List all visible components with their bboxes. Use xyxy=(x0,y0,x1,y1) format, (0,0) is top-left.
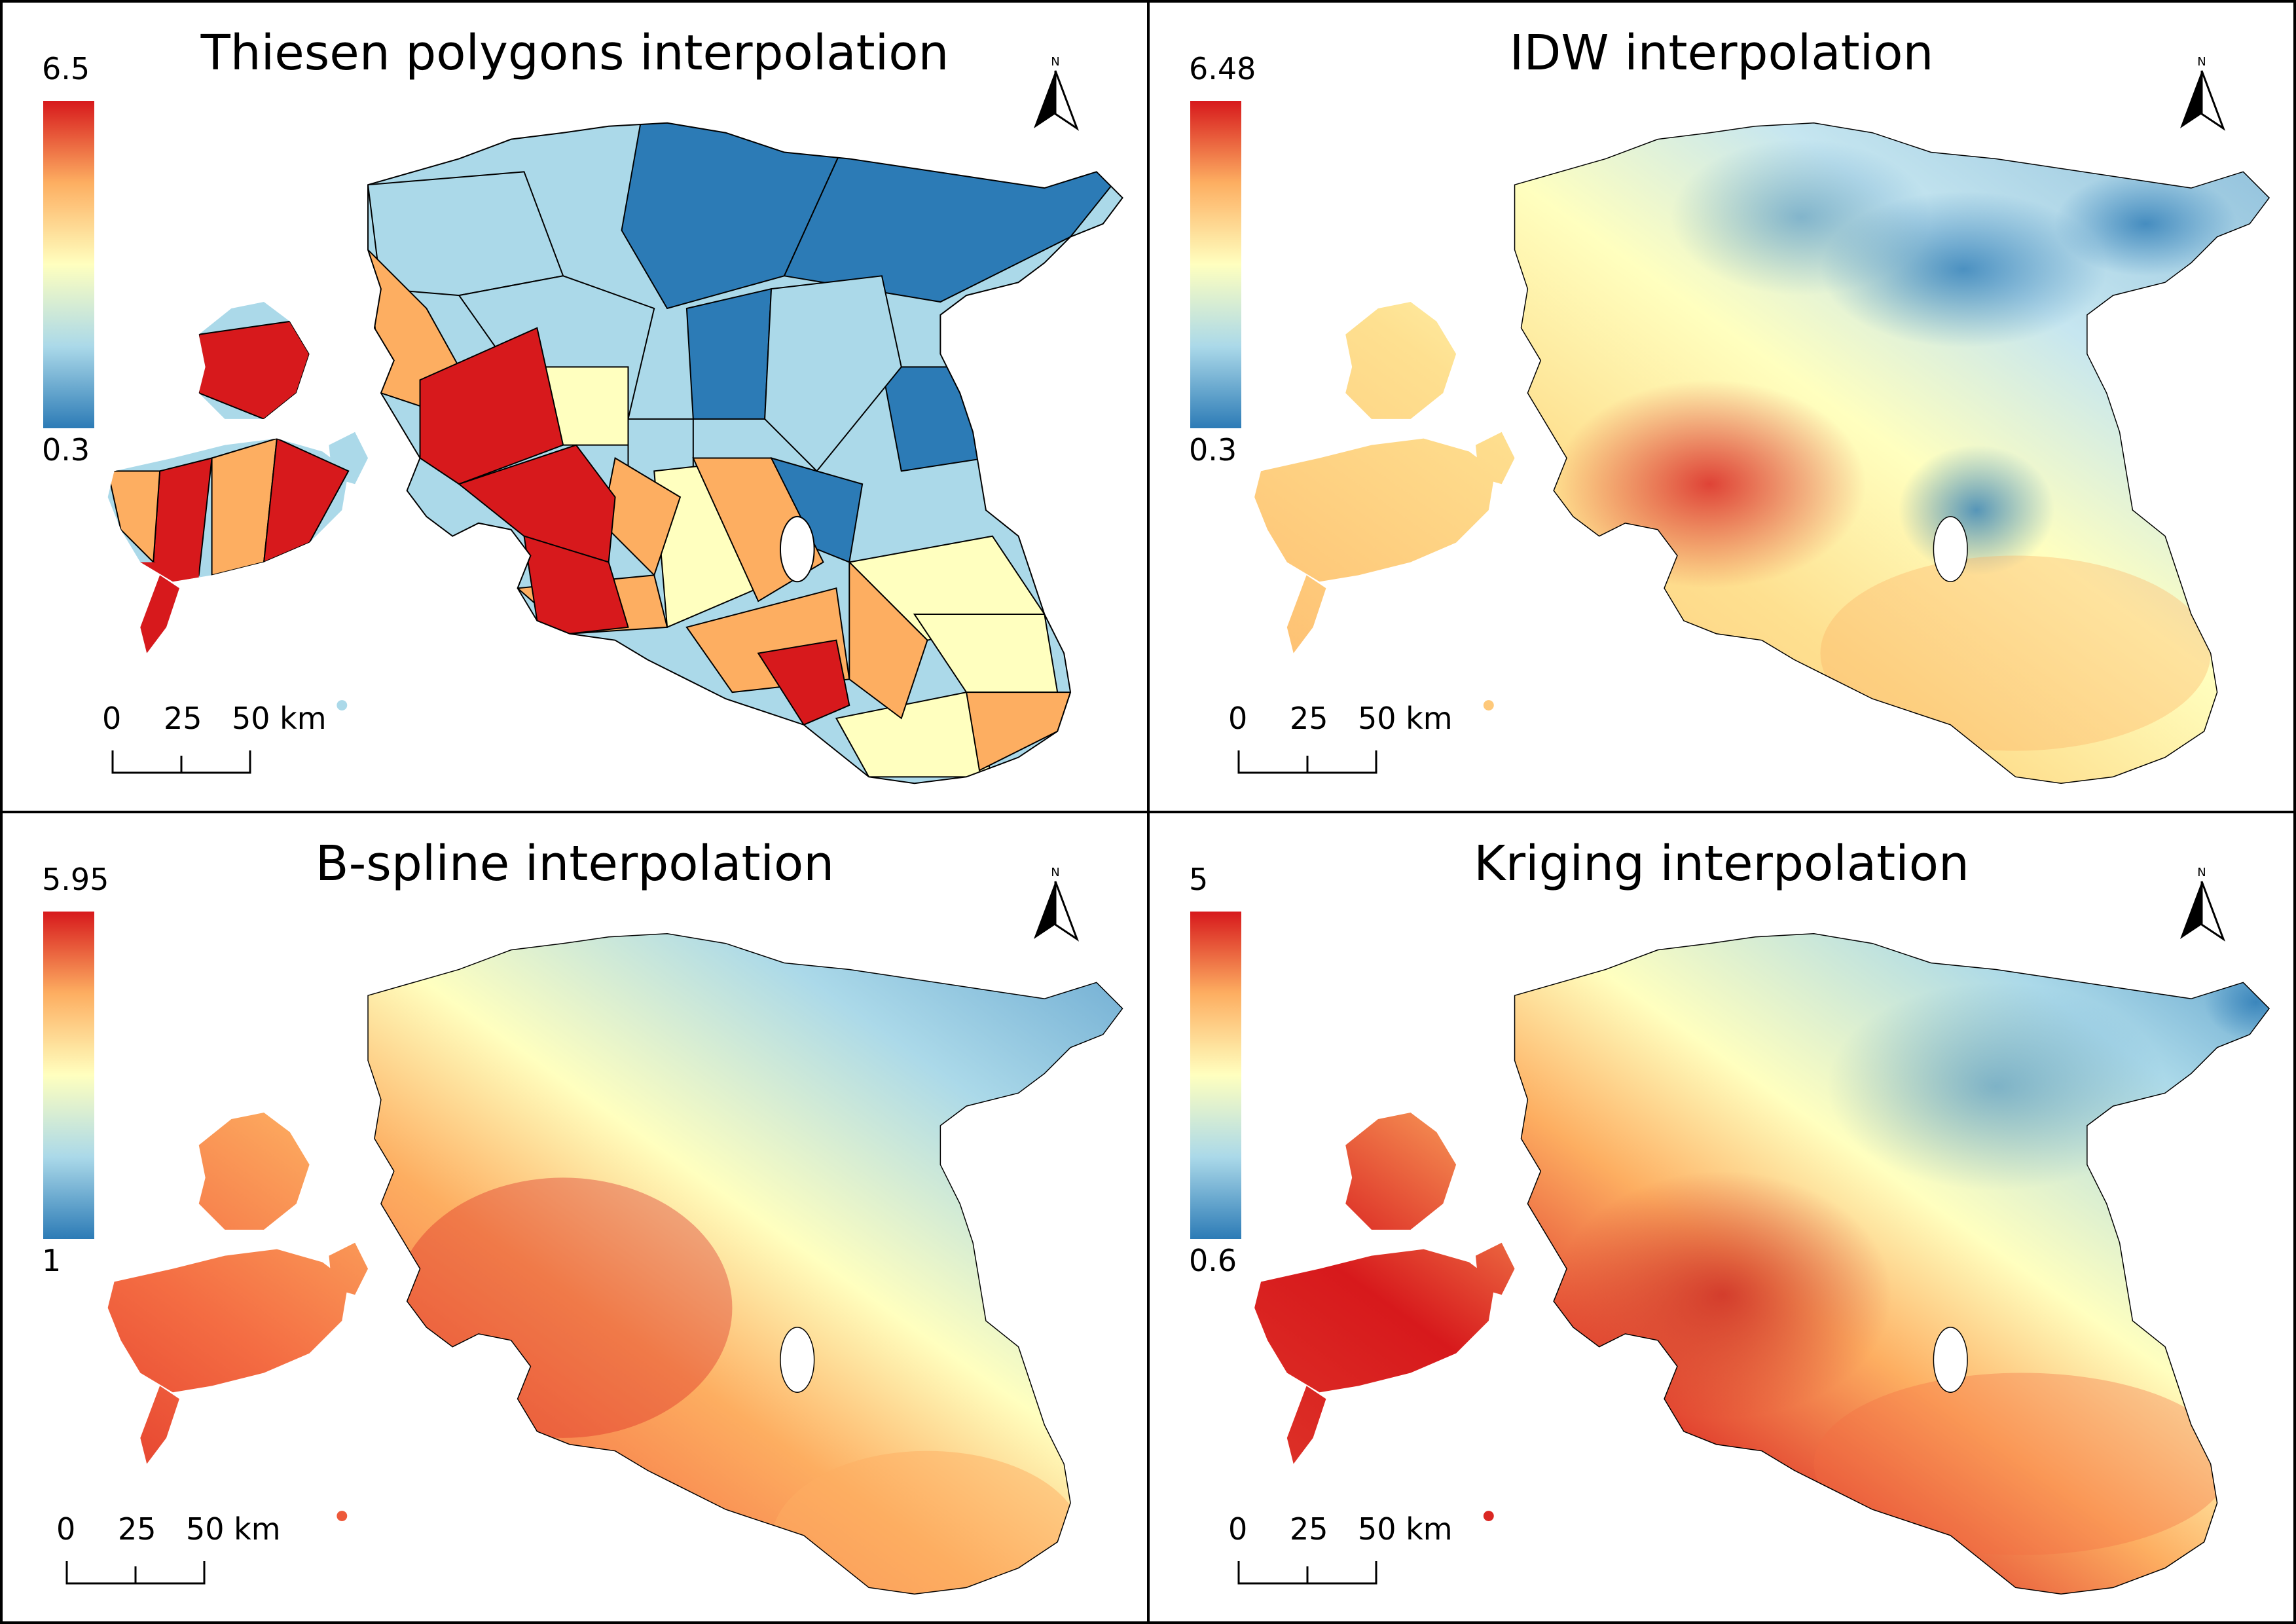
legend-color-ramp xyxy=(43,912,94,1239)
legend-min-label: 1 xyxy=(42,1243,62,1278)
map-title: B-spline interpolation xyxy=(315,836,835,892)
legend-max-label: 5.95 xyxy=(42,862,109,897)
legend-max-label: 6.5 xyxy=(42,51,90,86)
kriging-map xyxy=(1254,933,2270,1595)
scale-label-0: 0 xyxy=(56,1511,76,1547)
map-title: Kriging interpolation xyxy=(1474,836,1969,892)
north-arrow-icon: N xyxy=(1034,866,1080,942)
bspline-map xyxy=(107,933,1123,1595)
scale-label-25: 25 xyxy=(1290,1511,1328,1547)
legend-min-label: 0.3 xyxy=(42,432,90,468)
scale-label-25: 25 xyxy=(1290,701,1328,736)
map-panel-thiessen: Thiesen polygons interpolation 6.5 0.3 N… xyxy=(0,0,1150,813)
scale-bar xyxy=(1237,750,1377,774)
legend-color-ramp xyxy=(1190,912,1241,1239)
scale-label-50: 50 km xyxy=(1358,1511,1453,1547)
scale-label-0: 0 xyxy=(1228,701,1248,736)
scale-label-25: 25 xyxy=(164,701,202,736)
legend-max-label: 5 xyxy=(1189,862,1209,897)
idw-map xyxy=(1254,122,2270,784)
scale-bar xyxy=(111,750,251,774)
scale-label-25: 25 xyxy=(118,1511,156,1547)
scale-bar xyxy=(65,1561,206,1585)
legend-color-ramp xyxy=(43,101,94,428)
map-panel-bspline: B-spline interpolation 5.95 1 N 0 25 50 … xyxy=(0,811,1150,1624)
scale-label-0: 0 xyxy=(102,701,122,736)
north-label: N xyxy=(1051,55,1059,69)
scale-bar xyxy=(1237,1561,1377,1585)
scale-label-50: 50 km xyxy=(232,701,327,736)
map-panel-kriging: Kriging interpolation 5 0.6 N 0 25 50 km xyxy=(1147,811,2296,1624)
map-title: Thiesen polygons interpolation xyxy=(200,25,949,81)
scale-label-0: 0 xyxy=(1228,1511,1248,1547)
north-label: N xyxy=(2197,55,2206,69)
legend-color-ramp xyxy=(1190,101,1241,428)
legend-min-label: 0.6 xyxy=(1189,1243,1237,1278)
north-label: N xyxy=(2197,866,2206,879)
map-panel-idw: IDW interpolation 6.48 0.3 N 0 25 50 km xyxy=(1147,0,2296,813)
north-label: N xyxy=(1051,866,1059,879)
scale-label-50: 50 km xyxy=(186,1511,281,1547)
north-arrow-icon: N xyxy=(1034,55,1080,131)
thiessen-map xyxy=(107,122,1123,784)
legend-max-label: 6.48 xyxy=(1189,51,1256,86)
legend-min-label: 0.3 xyxy=(1189,432,1237,468)
scale-label-50: 50 km xyxy=(1358,701,1453,736)
map-title: IDW interpolation xyxy=(1509,25,1934,81)
north-arrow-icon: N xyxy=(2180,55,2226,131)
north-arrow-icon: N xyxy=(2180,866,2226,942)
